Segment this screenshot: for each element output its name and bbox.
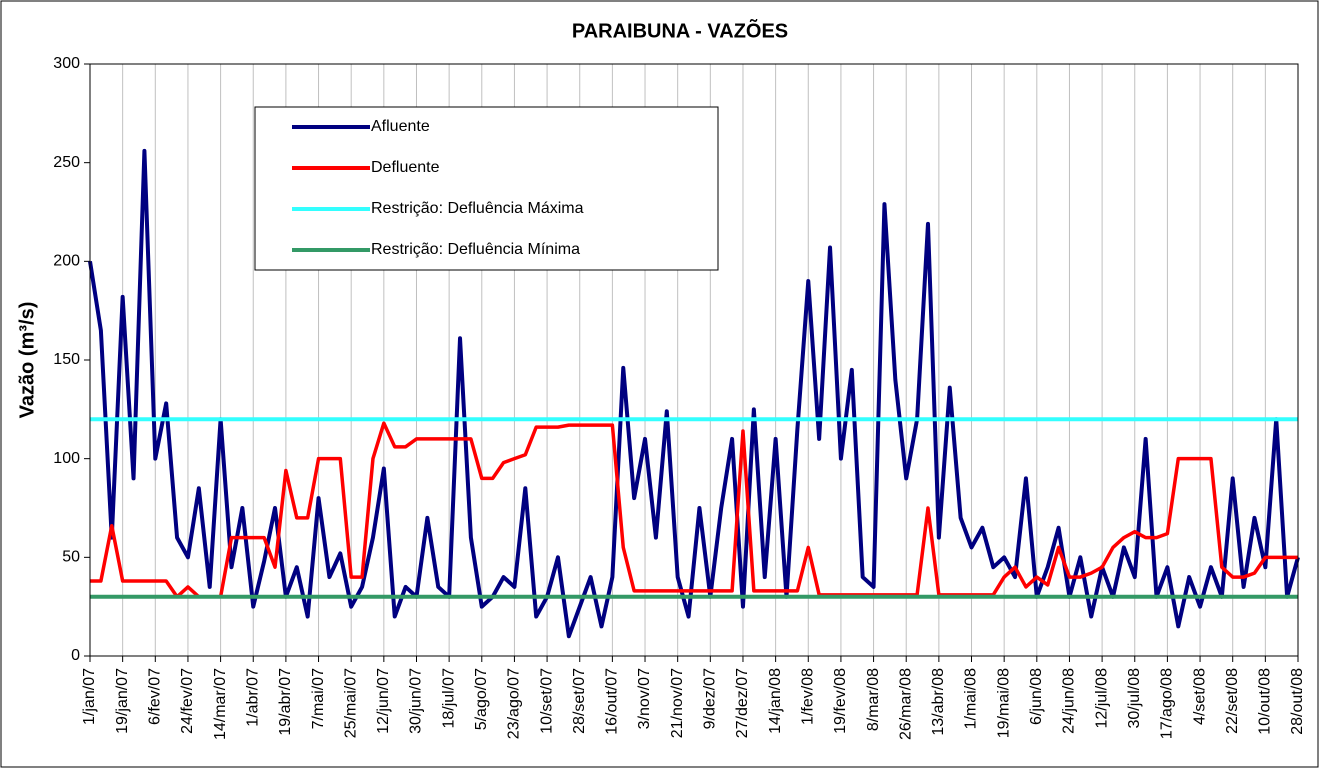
- legend-box: [254, 106, 719, 271]
- y-tick-label: 150: [53, 351, 80, 368]
- series-line: [90, 421, 1298, 599]
- legend-label: Restrição: Defluência Máxima: [371, 200, 584, 217]
- x-tick-label: 30/jun/07: [408, 668, 425, 734]
- x-tick-label: 28/out/08: [1289, 668, 1306, 735]
- x-tick-label: 19/fev/08: [832, 668, 849, 734]
- x-tick-label: 1/jan/07: [81, 668, 98, 725]
- x-tick-label: 26/mar/08: [897, 668, 914, 740]
- y-tick-label: 50: [62, 549, 80, 566]
- x-tick-label: 18/jul/07: [440, 668, 457, 729]
- y-tick-label: 250: [53, 154, 80, 171]
- x-tick-label: 10/set/07: [538, 668, 555, 734]
- x-tick-label: 22/set/08: [1224, 668, 1241, 734]
- y-axis-label: Vazão (m³/s): [16, 302, 38, 419]
- x-tick-label: 1/mai/08: [963, 668, 980, 729]
- x-tick-label: 24/jun/08: [1061, 668, 1078, 734]
- x-tick-label: 7/mai/07: [310, 668, 327, 729]
- x-tick-label: 9/dez/07: [702, 668, 719, 729]
- x-tick-label: 1/fev/08: [799, 668, 816, 725]
- x-tick-label: 10/out/08: [1257, 668, 1274, 735]
- x-tick-label: 6/fev/07: [147, 668, 164, 725]
- x-tick-label: 3/nov/07: [636, 668, 653, 729]
- x-tick-label: 1/abr/07: [244, 668, 261, 727]
- x-tick-label: 30/jul/08: [1126, 668, 1143, 729]
- chart-title: PARAIBUNA - VAZÕES: [572, 18, 788, 42]
- x-tick-label: 12/jul/08: [1093, 668, 1110, 729]
- legend-label: Defluente: [371, 159, 440, 176]
- x-tick-label: 4/set/08: [1191, 668, 1208, 725]
- x-tick-label: 19/jan/07: [114, 668, 131, 734]
- y-tick-label: 200: [53, 253, 80, 270]
- x-tick-label: 21/nov/07: [669, 668, 686, 738]
- x-tick-label: 14/jan/08: [767, 668, 784, 734]
- x-tick-label: 14/mar/07: [212, 668, 229, 740]
- y-tick-label: 0: [71, 647, 80, 664]
- plot-border: [89, 63, 1299, 657]
- series-line: [88, 148, 1300, 639]
- y-tick-label: 300: [53, 55, 80, 72]
- x-tick-label: 6/jun/08: [1028, 668, 1045, 725]
- x-tick-label: 8/mar/08: [865, 668, 882, 731]
- x-tick-label: 19/mai/08: [995, 668, 1012, 738]
- x-tick-label: 17/ago/08: [1159, 668, 1176, 739]
- x-tick-label: 28/set/07: [571, 668, 588, 734]
- x-tick-label: 5/ago/07: [473, 668, 490, 730]
- x-tick-label: 25/mai/07: [342, 668, 359, 738]
- x-tick-label: 16/out/07: [604, 668, 621, 735]
- x-tick-label: 23/ago/07: [506, 668, 523, 739]
- x-tick-label: 12/jun/07: [375, 668, 392, 734]
- legend-label: Afluente: [371, 118, 430, 135]
- x-tick-label: 24/fev/07: [179, 668, 196, 734]
- x-tick-label: 19/abr/07: [277, 668, 294, 736]
- legend: Afluente Defluente Restrição: Defluência M…: [254, 106, 719, 271]
- y-tick-label: 100: [53, 450, 80, 467]
- x-tick-label: 13/abr/08: [930, 668, 947, 736]
- x-tick-label: 27/dez/07: [734, 668, 751, 738]
- legend-label: Restrição: Defluência Mínima: [371, 241, 580, 258]
